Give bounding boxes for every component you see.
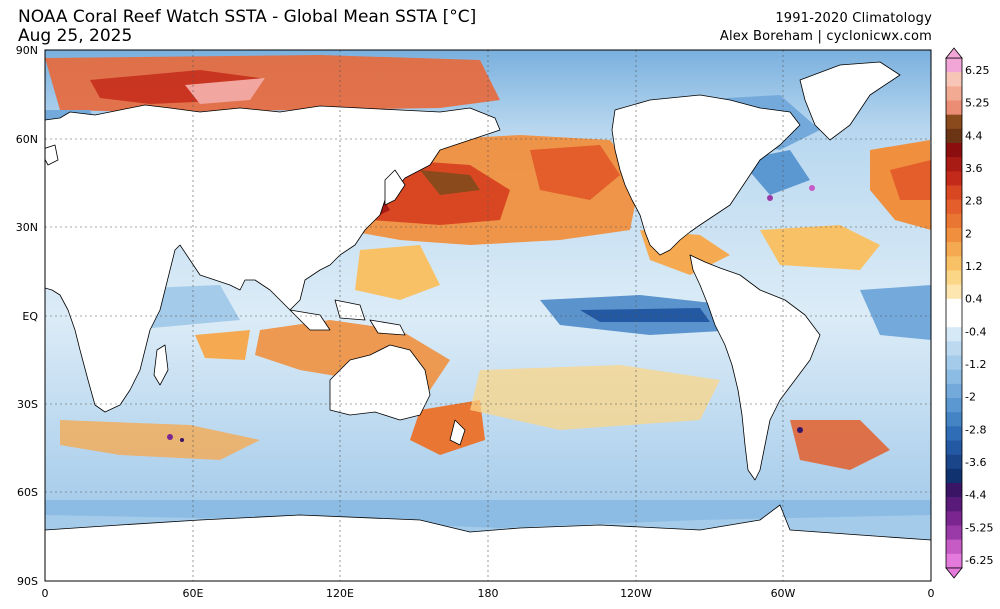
graticule [45,50,931,581]
lat-label: 30N [16,221,38,234]
colorbar-swatch [946,270,962,285]
colorbar-tick-label: -5.25 [965,521,993,534]
colorbar-tick-label: -1.2 [965,358,986,371]
new-zealand-islands [449,419,466,446]
colorbar-swatch [946,72,962,87]
colorbar-swatch [946,553,962,569]
indonesia-islands [289,309,331,331]
lat-label: 30S [17,398,38,411]
lat-label: 60S [17,486,38,499]
colorbar-swatch [946,256,962,271]
colorbar-tick-label: -0.4 [965,325,986,338]
colorbar-swatch [946,114,962,130]
australia-landmass [329,344,431,421]
map-date: Aug 25, 2025 [18,26,133,46]
colorbar-tick-label: 1.2 [965,260,983,273]
colorbar-swatch [946,242,962,257]
colorbar-tick-label: 2 [965,227,972,240]
colorbar-tick-label: 6.25 [965,64,990,77]
map-title: NOAA Coral Reef Watch SSTA - Global Mean… [18,7,477,27]
colorbar-swatch [946,157,962,172]
colorbar-tick-label: 2.8 [965,195,983,208]
colorbar-swatch [946,313,962,328]
colorbar-swatch [946,213,962,229]
lat-label: 90N [16,44,38,57]
colorbar-bottom-arrow [945,567,963,579]
lat-label: 90S [17,575,38,588]
madagascar-island [153,344,169,386]
colorbar-swatch [946,327,962,342]
colorbar-swatch [946,468,962,484]
latitude-labels: 90N 60N 30N EQ 30S 60S 90S [16,44,39,588]
lon-label: 60W [771,587,796,600]
colorbar-swatch [946,100,962,115]
lon-label: 180 [478,587,499,600]
colorbar-swatch [946,298,962,314]
colorbar-swatch [946,58,962,73]
japan-islands [384,169,406,206]
warm-anomaly-layer [45,55,931,470]
climatology-label: 1991-2020 Climatology [775,11,932,26]
colorbar-swatch [946,497,962,512]
colorbar-swatch [946,341,962,356]
colorbar-swatch [946,539,962,555]
colorbar-tick-label: 5.25 [965,97,990,110]
south-america-landmass [689,254,821,481]
lon-label: 120W [620,587,652,600]
map-frame [44,49,932,582]
anomaly-hotspots [167,185,815,442]
colorbar-tick-label: -6.25 [965,554,993,567]
colorbar-swatch [946,171,962,186]
colorbar-swatch [946,355,962,370]
greenland-landmass [799,61,901,141]
colorbar-labels: 6.25 5.25 4.4 3.6 2.8 2 1.2 0.4 -0.4 -1.2 -2 -2.8 -3… [965,64,993,567]
colorbar: 6.25 5.25 4.4 3.6 2.8 2 1.2 0.4 -0.4 -1.2 -2 -2.8 -3… [945,47,993,579]
colorbar-tick-label: -2 [965,391,976,404]
colorbar-swatch [946,199,962,215]
land-layer [45,61,931,581]
north-america-landmass [611,94,801,256]
lat-label: 60N [16,133,38,146]
colorbar-tick-label: 0.4 [965,293,983,306]
colorbar-swatch [946,440,962,455]
colorbar-swatch [946,143,962,158]
longitude-labels: 0 60E 120E 180 120W 60W 0 [42,587,935,600]
colorbar-swatch [946,426,962,441]
colorbar-tick-label: 3.6 [965,162,983,175]
colorbar-swatch [946,511,962,526]
colorbar-swatch [946,454,962,470]
colorbar-tick-label: -4.4 [965,489,986,502]
colorbar-swatch [946,228,962,243]
colorbar-swatch [946,284,962,300]
colorbar-swatch [946,185,962,200]
lon-label: 60E [183,587,204,600]
colorbar-tick-label: -3.6 [965,456,986,469]
credit-label: Alex Boreham | cyclonicwx.com [719,29,932,44]
colorbar-swatch [946,86,962,101]
colorbar-swatch [946,128,962,144]
lon-label: 120E [326,587,354,600]
colorbar-steps [945,57,963,569]
colorbar-swatch [946,383,962,399]
colorbar-swatch [946,398,962,413]
colorbar-swatch [946,369,962,385]
colorbar-top-arrow [945,47,963,59]
colorbar-tick-label: 4.4 [965,129,983,142]
lat-label: EQ [22,310,38,323]
lon-label: 0 [928,587,935,600]
antarctica-landmass [45,504,931,581]
lon-label: 0 [42,587,49,600]
colorbar-swatch [946,483,962,498]
colorbar-tick-label: -2.8 [965,423,986,436]
colorbar-swatch [946,525,962,540]
colorbar-swatch [946,412,962,427]
